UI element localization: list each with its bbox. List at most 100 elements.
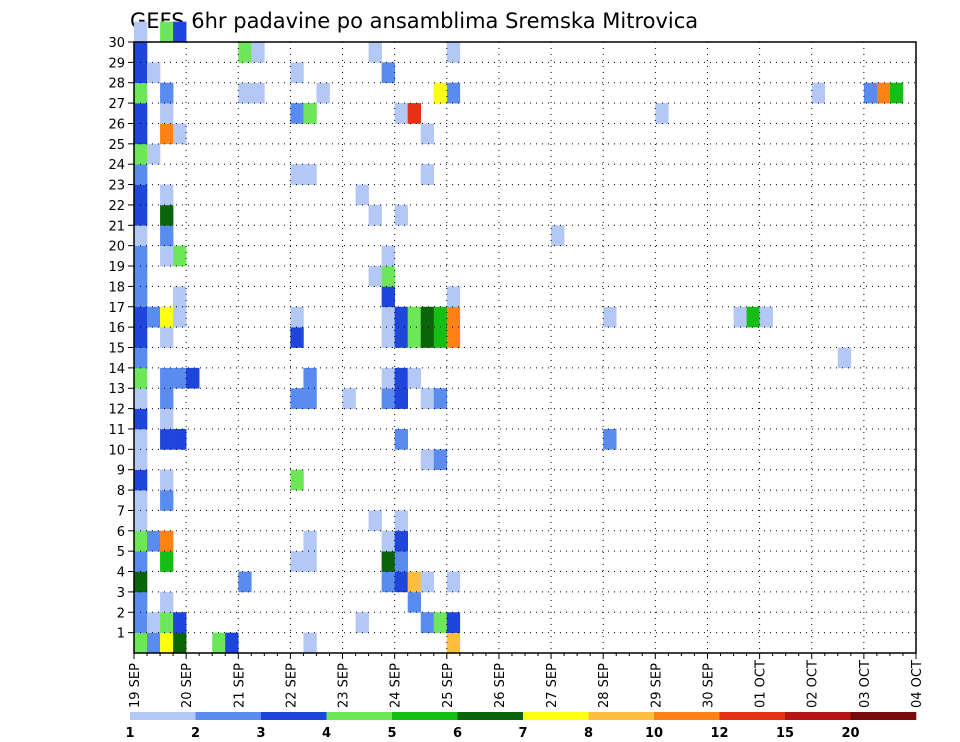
- y-tick-label: 25: [108, 138, 125, 153]
- heatmap-cell: [355, 184, 369, 206]
- heatmap-cell: [303, 388, 317, 409]
- heatmap-cell: [433, 82, 448, 104]
- colorbar-label: 12: [710, 726, 728, 741]
- y-tick-label: 26: [108, 117, 125, 132]
- heatmap-cell: [134, 449, 148, 470]
- x-tick-label: 19 SEP: [128, 663, 143, 708]
- colorbar-swatch: [523, 712, 589, 720]
- x-tick-label: 23 SEP: [337, 663, 352, 708]
- heatmap-cell: [251, 42, 265, 63]
- x-tick-label: 30 SEP: [701, 663, 716, 708]
- heatmap-cell: [446, 612, 461, 633]
- y-tick-label: 19: [108, 260, 125, 275]
- heatmap-cell: [420, 164, 435, 185]
- heatmap-cell: [134, 428, 148, 450]
- heatmap-cell: [238, 571, 252, 593]
- heatmap-cell: [394, 306, 408, 328]
- heatmap-cell: [147, 62, 161, 84]
- heatmap-cell: [420, 571, 435, 593]
- colorbar-label: 20: [841, 726, 859, 741]
- heatmap-cell: [238, 82, 252, 104]
- y-tick-label: 9: [117, 464, 125, 479]
- colorbar-swatch: [588, 712, 655, 720]
- heatmap-cell: [173, 367, 187, 389]
- heatmap-cell: [407, 327, 422, 348]
- heatmap-cell: [355, 612, 369, 633]
- heatmap-cell: [655, 103, 669, 124]
- y-tick-label: 21: [108, 219, 125, 234]
- heatmap-cell: [603, 428, 617, 450]
- heatmap-cell: [134, 347, 148, 369]
- heatmap-cell: [394, 530, 408, 552]
- heatmap-cell: [420, 388, 435, 409]
- y-tick-label: 8: [117, 484, 125, 499]
- heatmap-cell: [381, 286, 395, 308]
- colorbar-label: 4: [322, 726, 331, 741]
- heatmap-cell: [160, 612, 174, 633]
- heatmap-cell: [433, 388, 448, 409]
- heatmap-cell: [551, 225, 565, 246]
- heatmap-cell: [160, 469, 174, 491]
- heatmap-cell: [746, 306, 760, 328]
- heatmap-cell: [381, 551, 395, 572]
- heatmap-cell: [420, 449, 435, 470]
- heatmap-cell: [147, 632, 161, 654]
- heatmap-cell: [863, 82, 878, 104]
- heatmap-cell: [160, 632, 174, 654]
- heatmap-cell: [381, 530, 395, 552]
- heatmap-cell: [381, 327, 395, 348]
- y-tick-label: 10: [108, 443, 125, 458]
- y-tick-label: 7: [117, 504, 125, 519]
- heatmap-cell: [420, 123, 435, 145]
- heatmap-cell: [134, 388, 148, 409]
- y-tick-label: 4: [117, 566, 125, 581]
- colorbar-swatch: [130, 712, 196, 720]
- heatmap-cell: [433, 612, 448, 633]
- x-tick-label: 29 SEP: [649, 663, 664, 708]
- heatmap-cell: [290, 306, 304, 328]
- heatmap-cell: [134, 123, 148, 145]
- heatmap-cell: [134, 143, 148, 165]
- heatmap-cell: [290, 469, 304, 491]
- heatmap-cell: [134, 184, 148, 206]
- heatmap-cell: [238, 42, 252, 63]
- y-tick-label: 22: [108, 199, 125, 214]
- x-tick-label: 03 OCT: [858, 660, 873, 708]
- heatmap-cell: [303, 551, 317, 572]
- heatmap-cell: [394, 571, 408, 593]
- heatmap-cell: [160, 225, 174, 246]
- heatmap-cell: [173, 632, 187, 654]
- heatmap-cell: [394, 204, 408, 226]
- colorbar-label: 15: [776, 726, 794, 741]
- heatmap-cell: [134, 591, 148, 613]
- heatmap-cell: [173, 286, 187, 308]
- heatmap-cell: [368, 42, 382, 63]
- heatmap-cell: [759, 306, 773, 328]
- heatmap-cell: [173, 306, 187, 328]
- heatmap-cell: [811, 82, 826, 104]
- x-tick-label: 27 SEP: [545, 663, 560, 708]
- heatmap-cell: [290, 164, 304, 185]
- heatmap-cell: [147, 530, 161, 552]
- colorbar-label: 5: [387, 726, 396, 741]
- heatmap-cell: [134, 510, 148, 532]
- heatmap-cell: [381, 306, 395, 328]
- heatmap-cell: [446, 327, 461, 348]
- heatmap-cell: [303, 103, 317, 124]
- y-tick-label: 28: [108, 77, 125, 92]
- heatmap-cell: [173, 428, 187, 450]
- heatmap-cell: [134, 367, 148, 389]
- heatmap-cell: [160, 21, 174, 43]
- heatmap-cell: [303, 530, 317, 552]
- heatmap-cell: [134, 82, 148, 104]
- heatmap-cell: [407, 571, 422, 593]
- y-axis: 1234567891011121314151617181920212223242…: [108, 36, 134, 642]
- heatmap-cell: [134, 469, 148, 491]
- heatmap-cell: [134, 266, 148, 287]
- y-tick-label: 17: [108, 301, 125, 316]
- colorbar-label: 2: [191, 726, 200, 741]
- heatmap-cell: [342, 388, 356, 409]
- y-tick-label: 14: [108, 362, 125, 377]
- heatmap-cell: [446, 632, 461, 654]
- heatmap-cell: [160, 82, 174, 104]
